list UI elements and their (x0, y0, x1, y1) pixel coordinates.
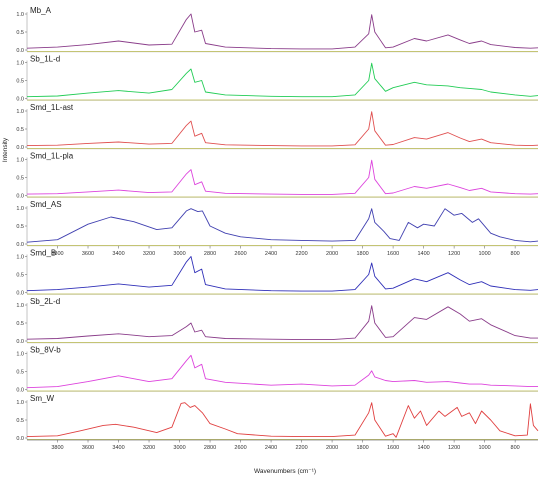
series-line-Sb_1L-d (26, 62, 539, 98)
y-tick-label: 0.5 (16, 224, 24, 230)
y-tick-label: 0.5 (16, 321, 24, 327)
x-tick-label: 1200 (448, 251, 460, 257)
x-tick-label: 2600 (234, 445, 246, 451)
x-tick-label: 2000 (326, 445, 338, 451)
y-tick-label: 0.0 (16, 290, 24, 296)
x-tick-label: 3800 (51, 445, 63, 451)
panel-Sb_1L-d: 0.0 0.5 1.0 Sb_1L-d (16, 55, 539, 102)
x-tick-label: 1200 (448, 445, 460, 451)
x-tick-label: 1000 (478, 445, 490, 451)
y-tick-label: 1.0 (16, 206, 24, 212)
panel-Sb_8V-b: 0.0 0.5 1.0 Sb_8V-b (16, 346, 538, 393)
y-tick-label: 1.0 (16, 157, 24, 163)
y-tick-label: 0.5 (16, 30, 24, 36)
y-tick-label: 0.0 (16, 387, 24, 393)
y-tick-label: 0.0 (16, 48, 24, 54)
x-tick-label: 2800 (204, 251, 216, 257)
x-tick-label: 3200 (143, 445, 155, 451)
panel-Sm_W: 0.0 0.5 1.0 Sm_W (16, 394, 539, 442)
y-tick-label: 1.0 (16, 12, 24, 18)
y-tick-label: 0.0 (16, 242, 24, 248)
series-line-Sb_8V-b (26, 354, 538, 389)
x-tick-label: 3000 (173, 251, 185, 257)
series-label-Mb_A: Mb_A (30, 6, 52, 15)
y-tick-label: 0.0 (16, 339, 24, 345)
y-tick-label: 0.5 (16, 272, 24, 278)
series-line-Sb_2L-d (26, 305, 538, 341)
y-tick-label: 1.0 (16, 60, 24, 66)
x-tick-label: 1400 (417, 445, 429, 451)
panel-Smd_AS: 0.0 0.5 1.0 Smd_AS (16, 200, 539, 248)
series-line-Mb_A (26, 13, 539, 50)
x-tick-label: 3800 (51, 251, 63, 257)
y-tick-label: 1.0 (16, 109, 24, 115)
x-tick-label: 2200 (295, 445, 307, 451)
panel-Smd_1L-ast: 0.0 0.5 1.0 Smd_1L-ast (16, 103, 539, 151)
x-tick-label: 2400 (265, 445, 277, 451)
panel-Sb_2L-d: 0.0 0.5 1.0 Sb_2L-d (16, 297, 538, 345)
x-tick-label: 1800 (356, 251, 368, 257)
x-tick-label: 3200 (143, 251, 155, 257)
x-tick-label: 2000 (326, 251, 338, 257)
spectra-panels: 0.0 0.5 1.0 Mb_A 0.0 0.5 1.0 Sb_1L-d 0.0 0.5 1.0 Sm… (16, 6, 539, 442)
x-tick-label: 3600 (82, 445, 94, 451)
series-label-Smd_B: Smd_B (30, 249, 56, 258)
x-axis-label: Wavenumbers (cm⁻¹) (254, 468, 316, 475)
y-tick-label: 0.0 (16, 193, 24, 199)
x-tick-label: 3000 (173, 445, 185, 451)
y-tick-label: 0.5 (16, 418, 24, 424)
y-axis-label: Intensity (2, 137, 9, 162)
series-label-Smd_1L-pla: Smd_1L-pla (30, 152, 74, 161)
x-tick-label: 1000 (478, 251, 490, 257)
series-label-Sb_1L-d: Sb_1L-d (30, 55, 60, 64)
x-tick-label: 800 (511, 445, 520, 451)
y-tick-label: 0.5 (16, 127, 24, 133)
y-tick-label: 1.0 (16, 351, 24, 357)
x-tick-label: 3400 (112, 251, 124, 257)
x-tick-label: 1600 (387, 445, 399, 451)
x-tick-label: 1800 (356, 445, 368, 451)
panel-Smd_B: 0.0 0.5 1.0 Smd_B (16, 249, 539, 296)
x-tick-label: 2200 (295, 251, 307, 257)
panel-Mb_A: 0.0 0.5 1.0 Mb_A (16, 6, 539, 54)
series-line-Smd_B (26, 256, 539, 292)
y-tick-label: 1.0 (16, 254, 24, 260)
x-tick-label: 1400 (417, 251, 429, 257)
x-tick-label: 3600 (82, 251, 94, 257)
series-label-Sb_8V-b: Sb_8V-b (30, 346, 61, 355)
y-tick-label: 1.0 (16, 303, 24, 309)
series-label-Smd_AS: Smd_AS (30, 200, 62, 209)
series-line-Sm_W (26, 402, 539, 438)
x-tick-label: 1600 (387, 251, 399, 257)
y-tick-label: 0.5 (16, 78, 24, 84)
y-tick-label: 0.5 (16, 175, 24, 181)
x-tick-label: 800 (511, 251, 520, 257)
y-tick-label: 0.0 (16, 96, 24, 102)
y-tick-label: 0.5 (16, 369, 24, 375)
y-tick-label: 0.0 (16, 145, 24, 151)
series-label-Smd_1L-ast: Smd_1L-ast (30, 103, 74, 112)
x-tick-label: 3400 (112, 445, 124, 451)
panel-Smd_1L-pla: 0.0 0.5 1.0 Smd_1L-pla (16, 152, 539, 199)
series-label-Sm_W: Sm_W (30, 394, 54, 403)
series-line-Smd_1L-ast (26, 111, 539, 147)
x-tick-label: 2600 (234, 251, 246, 257)
x-tick-label: 2800 (204, 445, 216, 451)
x-axis: 3800 3600 3400 3200 3000 2800 2600 2400 2200 2000… (27, 246, 538, 451)
y-tick-label: 1.0 (16, 400, 24, 406)
y-tick-label: 0.0 (16, 436, 24, 442)
series-line-Smd_1L-pla (26, 159, 539, 195)
series-label-Sb_2L-d: Sb_2L-d (30, 297, 60, 306)
x-tick-label: 2400 (265, 251, 277, 257)
series-line-Smd_AS (26, 208, 539, 243)
